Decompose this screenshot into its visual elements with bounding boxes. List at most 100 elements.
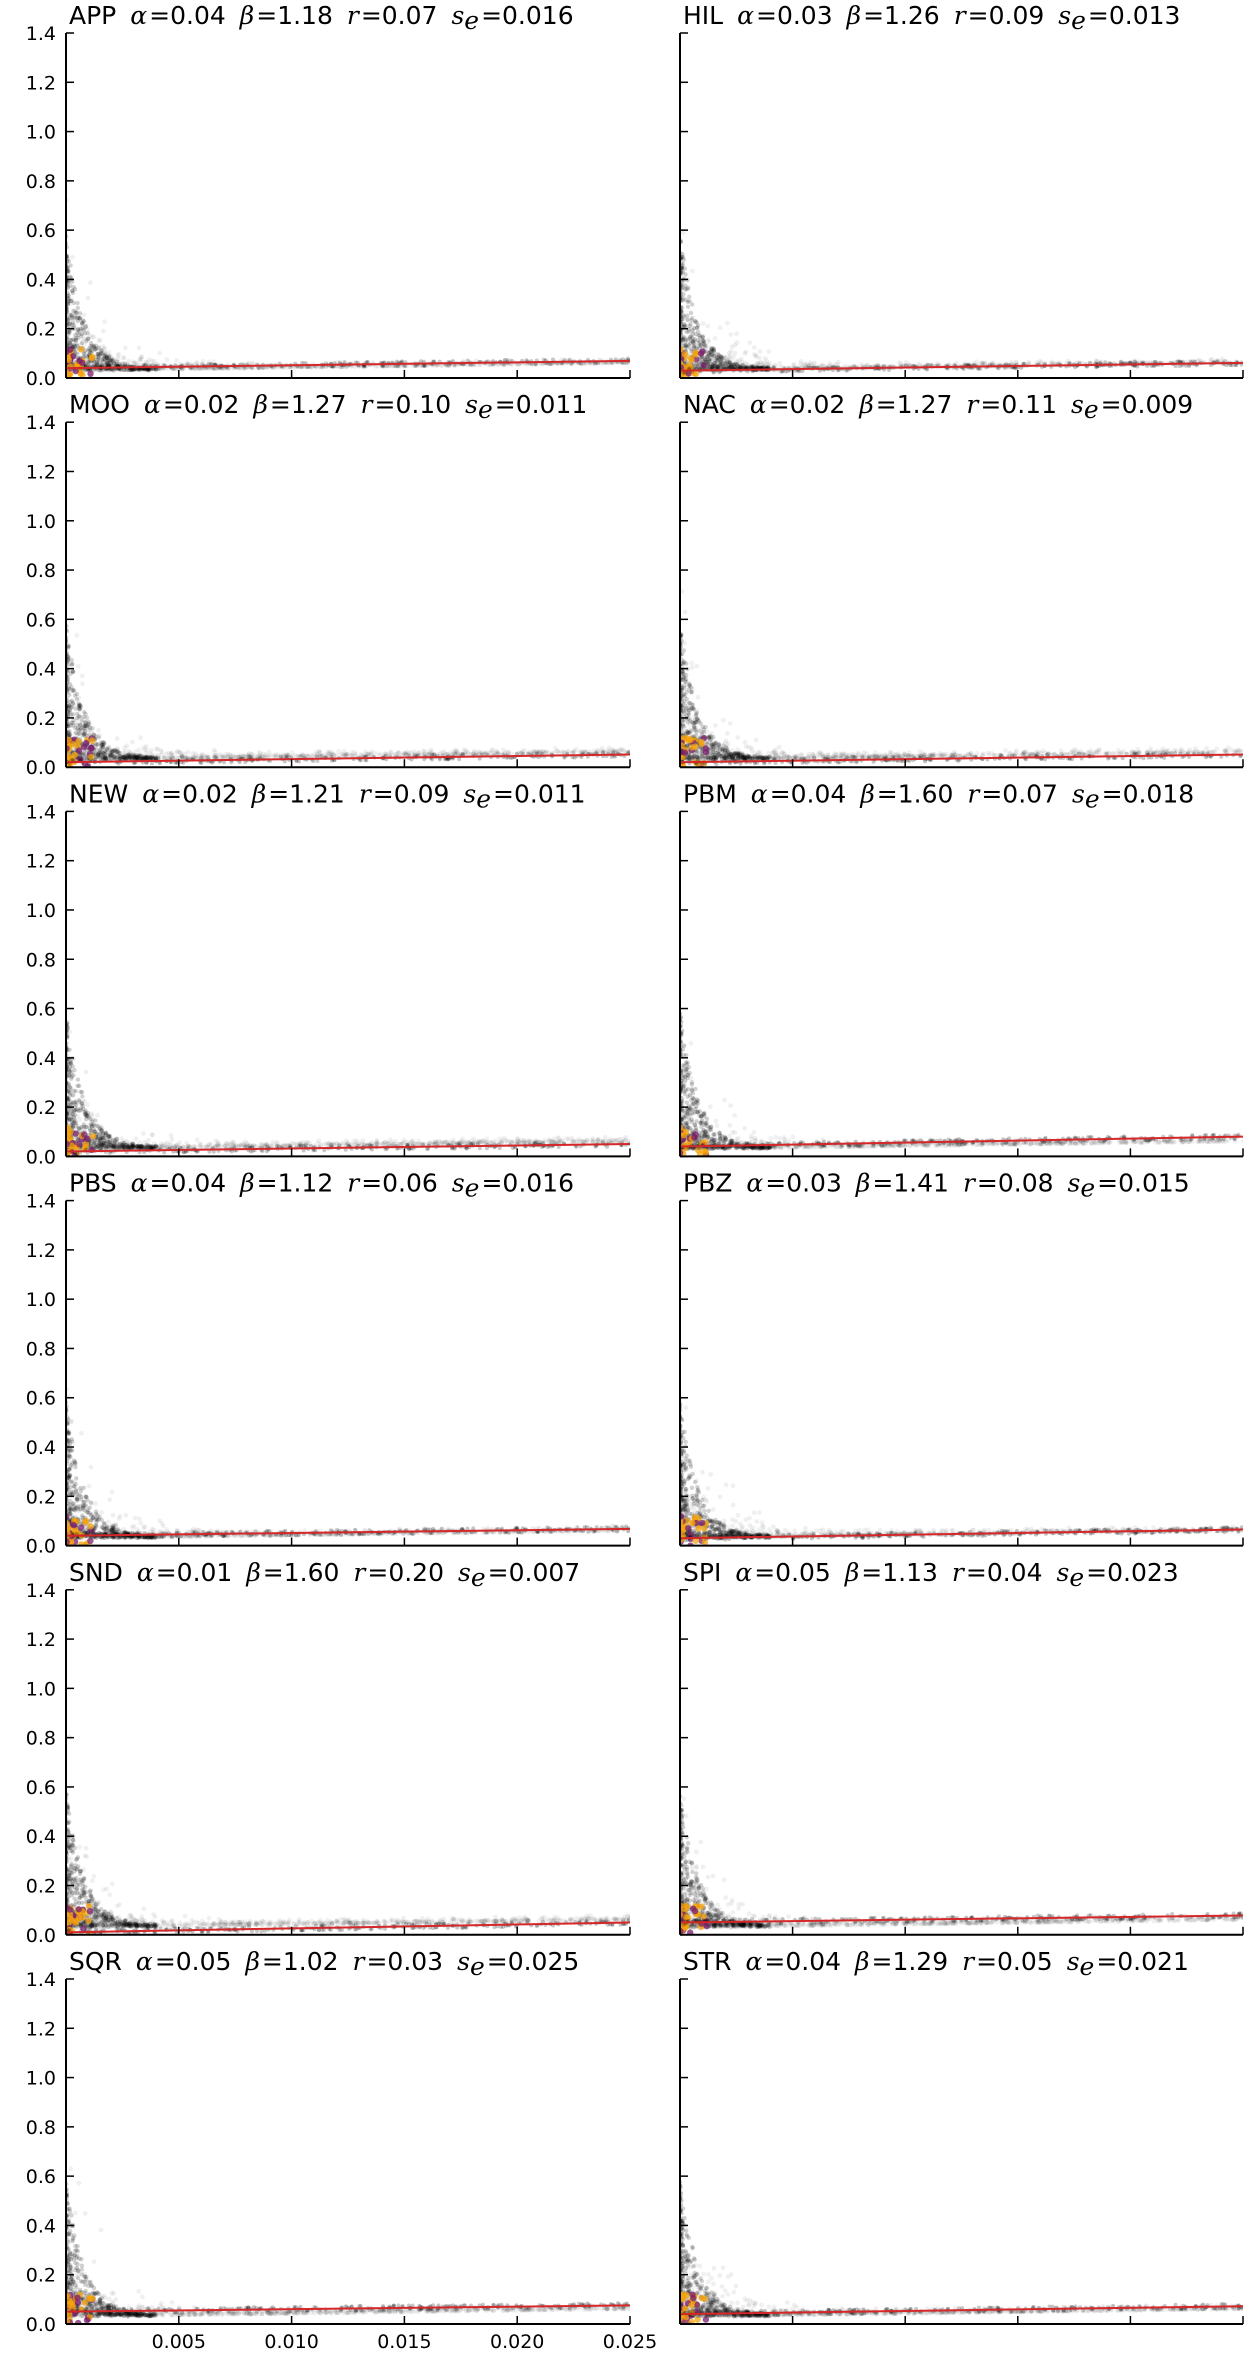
se-value: 0.016 — [502, 1, 574, 30]
se-value: 0.021 — [1117, 1947, 1189, 1976]
y-tick-label: 1.2 — [26, 2018, 56, 2040]
y-tick-label: 0.8 — [26, 560, 56, 582]
panel-title: PBS α=0.04 β=1.12 r=0.06 se=0.016 — [69, 1169, 574, 1203]
alpha-value: 0.05 — [775, 1558, 831, 1587]
beta-value: 1.12 — [278, 1169, 334, 1198]
panel-hil: HIL α=0.03 β=1.26 r=0.09 se=0.013 — [679, 1, 1244, 379]
x-tick-label: 0.005 — [152, 2331, 206, 2353]
r-value: 0.11 — [1001, 390, 1057, 419]
panel-sqr: 0.0 0.2 0.4 0.6 0.8 1.0 1.2 1.4 0.005 0.010 0.015 0… — [26, 1947, 657, 2353]
alpha-value: 0.04 — [785, 1947, 841, 1976]
y-tick-label: 0.0 — [26, 757, 56, 779]
panel-title: MOO α=0.02 β=1.27 r=0.10 se=0.011 — [69, 390, 587, 424]
y-tick-label: 0.6 — [26, 1388, 56, 1410]
alpha-value: 0.04 — [791, 779, 847, 808]
se-value: 0.018 — [1123, 779, 1195, 808]
panel-title: APP α=0.04 β=1.18 r=0.07 se=0.016 — [69, 1, 574, 35]
r-value: 0.08 — [998, 1169, 1054, 1198]
fit-line — [65, 753, 631, 764]
panel-str: STR α=0.04 β=1.29 r=0.05 se=0.021 — [679, 1947, 1244, 2325]
panel-pbz: PBZ α=0.03 β=1.41 r=0.08 se=0.015 — [679, 1169, 1244, 1547]
beta-value: 1.27 — [897, 390, 953, 419]
alpha-value: 0.01 — [177, 1558, 233, 1587]
y-tick-label: 1.2 — [26, 461, 56, 483]
y-tick-label: 1.0 — [26, 511, 56, 533]
r-value: 0.09 — [394, 779, 450, 808]
y-tick-label: 1.4 — [26, 1580, 56, 1602]
panel-title: HIL α=0.03 β=1.26 r=0.09 se=0.013 — [683, 1, 1180, 35]
alpha-value: 0.05 — [176, 1947, 232, 1976]
panel-title: PBZ α=0.03 β=1.41 r=0.08 se=0.015 — [683, 1169, 1190, 1203]
fit-line — [679, 1528, 1244, 1540]
se-value: 0.007 — [509, 1558, 581, 1587]
y-tick-label: 1.2 — [26, 72, 56, 94]
panel-pbs: 0.0 0.2 0.4 0.6 0.8 1.0 1.2 1.4 PBS α=0.04 β=1.12 r… — [26, 1169, 631, 1558]
dataset-name: PBS — [69, 1169, 117, 1198]
beta-value: 1.13 — [882, 1558, 938, 1587]
scatter-points — [66, 2125, 630, 2324]
y-tick-label: 0.8 — [26, 1728, 56, 1750]
beta-value: 1.41 — [893, 1169, 949, 1198]
scatter-points — [66, 1734, 630, 1935]
r-value: 0.06 — [382, 1169, 438, 1198]
y-tick-label: 1.0 — [26, 1289, 56, 1311]
panel-new: 0.0 0.2 0.4 0.6 0.8 1.0 1.2 1.4 NEW α=0.02 β=1.21 r… — [26, 779, 631, 1168]
y-tick-label: 0.2 — [26, 2265, 56, 2287]
y-tick-label: 0.2 — [26, 1097, 56, 1119]
r-value: 0.03 — [387, 1947, 443, 1976]
scatter-points — [66, 1351, 630, 1546]
y-tick-label: 0.0 — [26, 1146, 56, 1168]
alpha-value: 0.02 — [790, 390, 846, 419]
se-value: 0.015 — [1118, 1169, 1190, 1198]
scatter-points — [680, 1011, 1243, 1157]
y-tick-label: 1.0 — [26, 122, 56, 144]
y-tick-label: 0.0 — [26, 1536, 56, 1558]
y-tick-label: 0.2 — [26, 1486, 56, 1508]
se-value: 0.025 — [508, 1947, 580, 1976]
panel-spi: SPI α=0.05 β=1.13 r=0.04 se=0.023 — [679, 1558, 1244, 1936]
fit-line — [679, 1914, 1244, 1924]
x-tick-label: 0.015 — [377, 2331, 431, 2353]
y-tick-label: 0.6 — [26, 220, 56, 242]
alpha-value: 0.02 — [184, 390, 240, 419]
panel-title: NEW α=0.02 β=1.21 r=0.09 se=0.011 — [69, 779, 586, 813]
alpha-value: 0.03 — [777, 1, 833, 30]
beta-value: 1.18 — [277, 1, 333, 30]
y-tick-label: 1.4 — [26, 801, 56, 823]
panel-moo: 0.0 0.2 0.4 0.6 0.8 1.0 1.2 1.4 MOO α=0.02 β=1.27 r… — [26, 390, 631, 779]
scatter-points — [680, 1396, 1243, 1546]
y-tick-label: 0.2 — [26, 319, 56, 341]
panel-snd: 0.0 0.2 0.4 0.6 0.8 1.0 1.2 1.4 SND α=0.01 β=1.60 r… — [26, 1558, 631, 1947]
dataset-name: STR — [683, 1947, 732, 1976]
y-tick-label: 0.8 — [26, 949, 56, 971]
y-tick-label: 0.6 — [26, 2166, 56, 2188]
y-tick-label: 1.0 — [26, 1678, 56, 1700]
y-tick-label: 0.0 — [26, 2314, 56, 2336]
beta-value: 1.60 — [284, 1558, 340, 1587]
y-tick-label: 0.6 — [26, 1777, 56, 1799]
y-tick-label: 1.2 — [26, 851, 56, 873]
beta-value: 1.02 — [283, 1947, 339, 1976]
r-value: 0.04 — [987, 1558, 1043, 1587]
y-tick-label: 1.0 — [26, 900, 56, 922]
alpha-value: 0.04 — [170, 1, 226, 30]
dataset-name: SPI — [683, 1558, 721, 1587]
alpha-value: 0.03 — [786, 1169, 842, 1198]
panel-app: 0.0 0.2 0.4 0.6 0.8 1.0 1.2 1.4 APP α=0.04 β=1.18 r… — [26, 1, 631, 390]
scatter-points — [680, 588, 1243, 768]
fit-line — [679, 1135, 1244, 1148]
beta-value: 1.60 — [898, 779, 954, 808]
dataset-name: PBM — [683, 779, 737, 808]
y-tick-label: 0.4 — [26, 269, 56, 291]
y-tick-label: 1.0 — [26, 2068, 56, 2090]
scatter-points — [680, 2179, 1243, 2324]
dataset-name: NAC — [683, 390, 736, 419]
r-value: 0.05 — [997, 1947, 1053, 1976]
y-tick-label: 1.2 — [26, 1629, 56, 1651]
panel-pbm: PBM α=0.04 β=1.60 r=0.07 se=0.018 — [679, 779, 1244, 1158]
dataset-name: NEW — [69, 779, 128, 808]
beta-value: 1.29 — [892, 1947, 948, 1976]
x-tick-label: 0.025 — [603, 2331, 657, 2353]
r-value: 0.07 — [1002, 779, 1058, 808]
